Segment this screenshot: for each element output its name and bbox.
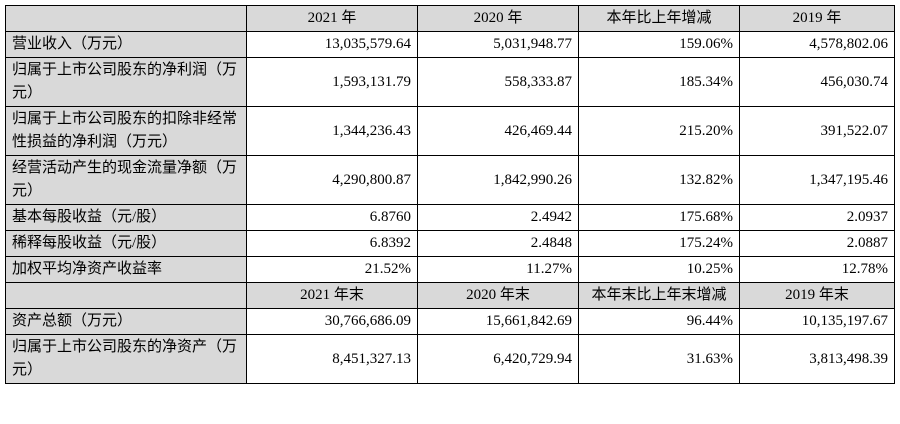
cell-value: 2.0937 <box>739 204 895 231</box>
cell-value: 175.24% <box>578 230 740 257</box>
cell-value: 10.25% <box>578 256 740 283</box>
row-label: 资产总额（万元） <box>5 308 247 335</box>
cell-value: 159.06% <box>578 31 740 58</box>
cell-value: 4,578,802.06 <box>739 31 895 58</box>
header-cell-2021-end: 2021 年末 <box>246 282 418 309</box>
cell-value: 10,135,197.67 <box>739 308 895 335</box>
table-row: 营业收入（万元） 13,035,579.64 5,031,948.77 159.… <box>5 31 895 58</box>
header-cell-2019: 2019 年 <box>739 5 895 32</box>
table-row: 归属于上市公司股东的净资产（万元） 8,451,327.13 6,420,729… <box>5 334 895 384</box>
cell-value: 1,347,195.46 <box>739 155 895 205</box>
cell-value: 30,766,686.09 <box>246 308 418 335</box>
table-row: 资产总额（万元） 30,766,686.09 15,661,842.69 96.… <box>5 308 895 335</box>
cell-value: 132.82% <box>578 155 740 205</box>
cell-value: 8,451,327.13 <box>246 334 418 384</box>
cell-value: 6,420,729.94 <box>417 334 579 384</box>
cell-value: 15,661,842.69 <box>417 308 579 335</box>
cell-value: 2.4942 <box>417 204 579 231</box>
cell-value: 1,842,990.26 <box>417 155 579 205</box>
cell-value: 2.4848 <box>417 230 579 257</box>
cell-value: 215.20% <box>578 106 740 156</box>
table-row: 基本每股收益（元/股） 6.8760 2.4942 175.68% 2.0937 <box>5 204 895 231</box>
row-label: 稀释每股收益（元/股） <box>5 230 247 257</box>
cell-value: 2.0887 <box>739 230 895 257</box>
header-cell-blank <box>5 282 247 309</box>
cell-value: 3,813,498.39 <box>739 334 895 384</box>
cell-value: 1,344,236.43 <box>246 106 418 156</box>
header-row-year-end: 2021 年末 2020 年末 本年末比上年末增减 2019 年末 <box>5 282 895 309</box>
header-cell-2020-end: 2020 年末 <box>417 282 579 309</box>
header-row-annual: 2021 年 2020 年 本年比上年增减 2019 年 <box>5 5 895 32</box>
cell-value: 96.44% <box>578 308 740 335</box>
cell-value: 175.68% <box>578 204 740 231</box>
cell-value: 13,035,579.64 <box>246 31 418 58</box>
row-label: 归属于上市公司股东的净资产（万元） <box>5 334 247 384</box>
row-label: 营业收入（万元） <box>5 31 247 58</box>
row-label: 经营活动产生的现金流量净额（万元） <box>5 155 247 205</box>
cell-value: 1,593,131.79 <box>246 57 418 107</box>
table-row: 稀释每股收益（元/股） 6.8392 2.4848 175.24% 2.0887 <box>5 230 895 257</box>
table-row: 归属于上市公司股东的净利润（万元） 1,593,131.79 558,333.8… <box>5 57 895 107</box>
row-label: 加权平均净资产收益率 <box>5 256 247 283</box>
cell-value: 391,522.07 <box>739 106 895 156</box>
row-label: 归属于上市公司股东的扣除非经常性损益的净利润（万元） <box>5 106 247 156</box>
cell-value: 12.78% <box>739 256 895 283</box>
cell-value: 426,469.44 <box>417 106 579 156</box>
financial-summary-table: 2021 年 2020 年 本年比上年增减 2019 年 营业收入（万元） 13… <box>5 5 895 384</box>
cell-value: 6.8760 <box>246 204 418 231</box>
cell-value: 21.52% <box>246 256 418 283</box>
table-row: 归属于上市公司股东的扣除非经常性损益的净利润（万元） 1,344,236.43 … <box>5 106 895 156</box>
header-cell-blank <box>5 5 247 32</box>
cell-value: 6.8392 <box>246 230 418 257</box>
cell-value: 558,333.87 <box>417 57 579 107</box>
header-cell-2021: 2021 年 <box>246 5 418 32</box>
cell-value: 456,030.74 <box>739 57 895 107</box>
cell-value: 11.27% <box>417 256 579 283</box>
cell-value: 5,031,948.77 <box>417 31 579 58</box>
header-cell-2019-end: 2019 年末 <box>739 282 895 309</box>
table-row: 加权平均净资产收益率 21.52% 11.27% 10.25% 12.78% <box>5 256 895 283</box>
cell-value: 185.34% <box>578 57 740 107</box>
row-label: 基本每股收益（元/股） <box>5 204 247 231</box>
header-cell-change: 本年比上年增减 <box>578 5 740 32</box>
cell-value: 4,290,800.87 <box>246 155 418 205</box>
header-cell-change-end: 本年末比上年末增减 <box>578 282 740 309</box>
header-cell-2020: 2020 年 <box>417 5 579 32</box>
cell-value: 31.63% <box>578 334 740 384</box>
table-row: 经营活动产生的现金流量净额（万元） 4,290,800.87 1,842,990… <box>5 155 895 205</box>
row-label: 归属于上市公司股东的净利润（万元） <box>5 57 247 107</box>
